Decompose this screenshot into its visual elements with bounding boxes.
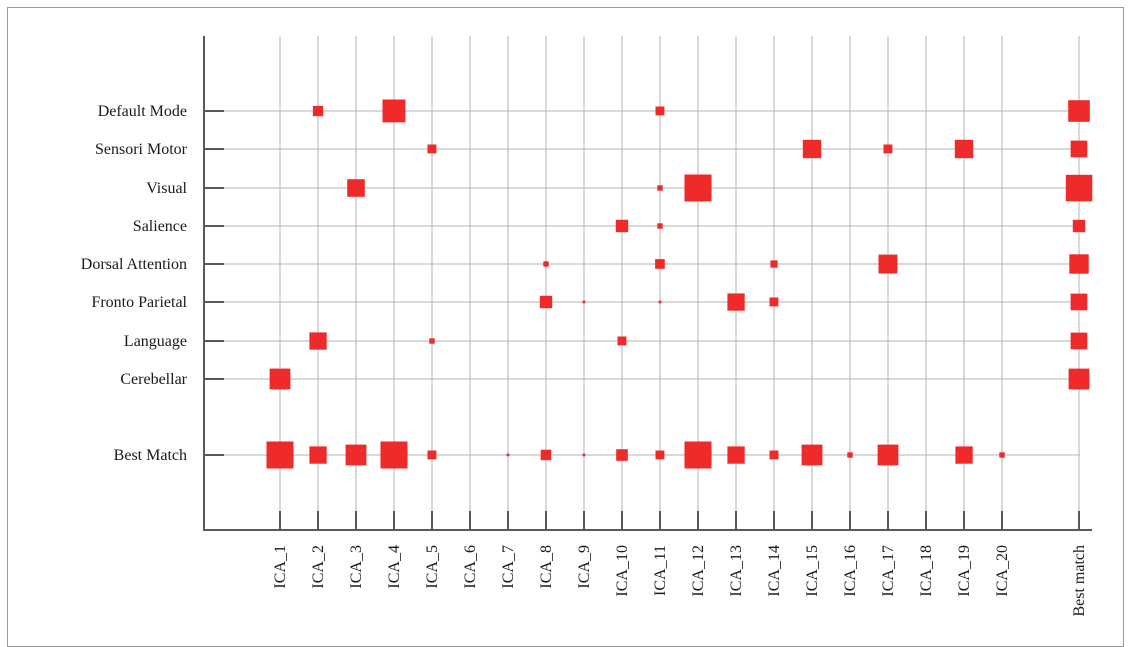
column-label: ICA_13 [728, 545, 745, 597]
marker-square [878, 254, 898, 274]
column-label: ICA_12 [690, 545, 707, 597]
marker-square [309, 332, 327, 350]
row-label: Fronto Parietal [91, 294, 187, 311]
column-label: ICA_1 [272, 545, 289, 589]
column-label: ICA_15 [804, 545, 821, 597]
marker-square [427, 450, 437, 460]
marker-square [954, 139, 974, 159]
column-label: ICA_19 [956, 545, 973, 597]
marker-square [345, 444, 367, 466]
marker-square [684, 441, 712, 469]
column-label: ICA_10 [614, 545, 631, 597]
marker-square [347, 179, 365, 197]
marker-square [657, 185, 663, 191]
marker-square [266, 441, 294, 469]
marker-square [1070, 293, 1088, 311]
column-label: ICA_5 [424, 545, 441, 589]
row-label: Default Mode [98, 103, 187, 120]
marker-square [999, 452, 1005, 458]
marker-square [1070, 332, 1088, 350]
marker-square [1068, 368, 1090, 390]
marker-square [506, 453, 510, 457]
marker-square [617, 336, 627, 346]
marker-square [801, 444, 823, 466]
row-label: Sensori Motor [95, 141, 188, 158]
row-label: Salience [133, 218, 187, 235]
marker-square [655, 259, 665, 269]
marker-square [877, 444, 899, 466]
row-label: Visual [146, 180, 187, 197]
marker-square [769, 297, 779, 307]
row-label: Cerebellar [120, 371, 187, 388]
marker-square [883, 144, 893, 154]
marker-square [540, 449, 552, 461]
marker-square [727, 446, 745, 464]
column-label: ICA_16 [842, 545, 859, 597]
marker-square [427, 144, 437, 154]
column-label: ICA_20 [994, 545, 1011, 597]
markers [266, 99, 1093, 469]
marker-square [802, 139, 822, 159]
marker-square [582, 453, 586, 457]
column-label: ICA_2 [310, 545, 327, 589]
marker-square [655, 450, 665, 460]
marker-square [382, 99, 406, 123]
marker-square [582, 300, 586, 304]
marker-square [543, 261, 549, 267]
marker-square [769, 450, 779, 460]
column-label: ICA_18 [918, 545, 935, 597]
marker-square [539, 295, 553, 309]
column-label: ICA_11 [652, 545, 669, 596]
column-label: ICA_7 [500, 545, 517, 589]
marker-square [655, 106, 665, 116]
row-label: Language [124, 333, 187, 350]
marker-square [1068, 100, 1090, 122]
column-label: ICA_8 [538, 545, 555, 589]
marker-square [684, 174, 712, 202]
column-label: ICA_4 [386, 545, 403, 589]
marker-square [269, 368, 291, 390]
row-labels: Default Mode Sensori Motor Visual Salience D… [81, 103, 224, 464]
column-label: Best match [1071, 545, 1088, 617]
column-label: ICA_6 [462, 545, 479, 589]
marker-square [847, 452, 853, 458]
column-label: ICA_14 [766, 545, 783, 597]
marker-square [1070, 140, 1088, 158]
row-label: Dorsal Attention [81, 256, 187, 273]
marker-square [309, 446, 327, 464]
marker-square [312, 105, 324, 117]
marker-square [658, 300, 662, 304]
marker-square [616, 449, 628, 461]
chart-frame [7, 7, 1124, 647]
column-labels: ICA_1 ICA_2 ICA_3 ICA_4 ICA_5 ICA_6 ICA_7 ICA_8… [272, 511, 1088, 617]
marker-square [955, 446, 973, 464]
row-label: Best Match [114, 447, 187, 464]
marker-square [727, 293, 745, 311]
marker-square [429, 338, 435, 344]
marker-square [657, 223, 663, 229]
marker-square [1065, 174, 1093, 202]
column-label: ICA_9 [576, 545, 593, 589]
marker-square [615, 219, 629, 233]
marker-square [770, 260, 778, 268]
column-label: ICA_3 [348, 545, 365, 589]
marker-square [1069, 254, 1089, 274]
column-label: ICA_17 [880, 545, 897, 597]
marker-square [380, 441, 408, 469]
marker-square [1072, 219, 1086, 233]
